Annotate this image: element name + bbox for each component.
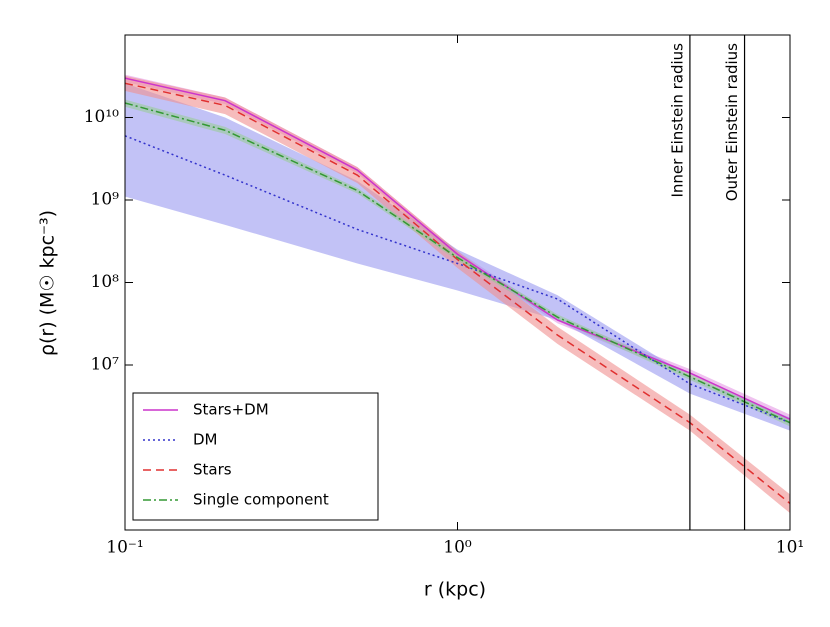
legend-label: DM	[193, 431, 218, 449]
legend-label: Single component	[193, 491, 329, 509]
y-tick-label: 10⁸	[91, 272, 120, 292]
x-tick-label: 10⁰	[443, 538, 472, 558]
legend: Stars+DM DM Stars Single component	[132, 392, 379, 521]
y-tick-label: 10⁹	[91, 190, 120, 210]
annotation-text: Inner Einstein radius	[668, 43, 686, 198]
annotation-text: Outer Einstein radius	[723, 43, 741, 201]
legend-box	[132, 392, 379, 521]
legend-label: Stars+DM	[193, 401, 269, 419]
x-axis-label: r (kpc)	[424, 579, 486, 601]
series-line	[124, 135, 791, 424]
y-tick-label: 10⁷	[91, 355, 120, 375]
x-tick-label: 10⁻¹	[106, 538, 143, 558]
legend-label: Stars	[193, 461, 232, 479]
y-axis-label: ρ(r) (M☉ kpc⁻³)	[37, 210, 59, 356]
y-tick-label: 10¹⁰	[84, 107, 119, 127]
error-band	[125, 99, 790, 427]
x-tick-label: 10¹	[776, 538, 804, 558]
